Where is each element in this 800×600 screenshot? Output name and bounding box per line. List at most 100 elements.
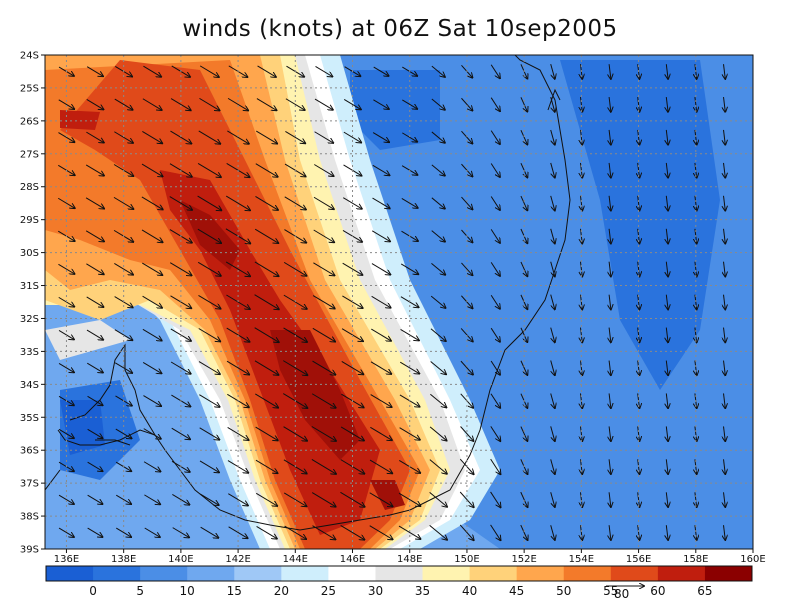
wind-vector xyxy=(86,131,103,142)
wind-vector xyxy=(254,360,278,375)
wind-vector xyxy=(141,196,163,210)
wind-vector xyxy=(580,426,582,441)
map-title: winds (knots) at 06Z Sat 10sep2005 xyxy=(182,16,618,42)
wind-vector xyxy=(490,524,501,540)
wind-vector xyxy=(520,360,527,375)
wind-vector xyxy=(172,494,189,504)
wind-vector xyxy=(724,64,726,79)
lon-label: 144E xyxy=(283,554,308,565)
lon-label: 140E xyxy=(168,554,193,565)
wind-vector xyxy=(399,361,419,373)
wind-vector xyxy=(371,230,390,242)
wind-vector xyxy=(311,492,335,507)
wind-vector xyxy=(314,164,333,176)
wind-vector xyxy=(431,262,445,274)
wind-vector xyxy=(228,493,248,506)
wind-vector xyxy=(313,229,334,242)
reference-vector-label: 80 xyxy=(614,587,629,600)
wind-vector xyxy=(550,195,555,211)
wind-vector xyxy=(342,262,363,275)
wind-vector xyxy=(724,195,726,211)
wind-vector xyxy=(142,328,162,340)
wind-vector xyxy=(724,492,726,507)
wind-vector xyxy=(197,195,222,210)
lon-label: 156E xyxy=(626,554,651,565)
wind-vector xyxy=(431,98,445,110)
colorbar-swatch xyxy=(422,566,471,581)
wind-vector xyxy=(373,99,388,109)
wind-vector xyxy=(370,361,391,374)
wind-vector xyxy=(254,327,279,342)
wind-vector xyxy=(311,459,336,473)
wind-vector xyxy=(341,360,364,374)
wind-vector xyxy=(490,163,500,177)
wind-vector xyxy=(550,426,555,441)
wind-vector xyxy=(580,327,582,343)
colorbar-label: 10 xyxy=(180,584,195,598)
wind-vector xyxy=(431,131,445,143)
wind-vector xyxy=(695,195,697,211)
wind-vector xyxy=(724,228,726,244)
wind-vector xyxy=(85,164,104,176)
wind-vector xyxy=(343,131,361,142)
wind-vector xyxy=(399,427,420,440)
wind-vector xyxy=(430,295,445,308)
wind-vector xyxy=(490,327,500,341)
colorbar-swatch xyxy=(234,566,282,581)
lon-label: 142E xyxy=(225,554,250,565)
wind-vector xyxy=(666,525,668,540)
wind-vector xyxy=(490,294,500,308)
wind-vector xyxy=(312,525,335,540)
wind-vector xyxy=(666,327,668,343)
wind-vector xyxy=(256,526,277,538)
wind-vector xyxy=(550,393,555,408)
wind-vector xyxy=(398,525,420,539)
wind-vector xyxy=(460,426,474,441)
wind-vector xyxy=(580,525,582,540)
wind-vector xyxy=(609,129,611,145)
wind-vector xyxy=(666,97,668,112)
wind-vector xyxy=(666,162,668,178)
wind-vector xyxy=(170,361,191,374)
wind-vector xyxy=(695,525,697,540)
wind-vector xyxy=(142,295,162,308)
wind-vector xyxy=(724,459,726,474)
wind-vector xyxy=(431,65,445,77)
wind-vector xyxy=(143,428,161,439)
wind-vector xyxy=(520,426,527,441)
colorbar-swatch xyxy=(328,566,376,581)
wind-vector xyxy=(197,261,221,276)
wind-vector xyxy=(580,360,582,376)
wind-vector xyxy=(169,262,191,276)
wind-vector xyxy=(87,395,103,405)
wind-vector xyxy=(609,360,611,376)
lon-label: 146E xyxy=(340,554,365,565)
wind-vector xyxy=(638,97,640,112)
latitude-labels: 24S 25S 26S 27S 28S 29S 30S 31S 32S 33S 34S 35S 36S 3… xyxy=(20,51,39,556)
wind-vector xyxy=(609,459,611,474)
colorbar-label: 5 xyxy=(136,584,144,598)
wind-vector xyxy=(666,426,668,441)
wind-vector xyxy=(609,525,611,540)
lat-label: 39S xyxy=(20,545,39,556)
wind-vector xyxy=(255,393,278,408)
wind-vector xyxy=(144,494,160,504)
lon-label: 136E xyxy=(54,554,79,565)
wind-vector xyxy=(609,64,611,79)
wind-vector xyxy=(198,294,220,308)
wind-vector xyxy=(695,261,697,277)
wind-vector xyxy=(724,327,726,343)
wind-vector xyxy=(284,525,307,539)
wind-vector xyxy=(490,97,500,111)
wind-vector xyxy=(282,360,307,375)
wind-vector xyxy=(609,162,611,178)
wind-vector xyxy=(58,132,74,143)
wind-vector xyxy=(550,64,555,79)
wind-vector xyxy=(550,162,555,178)
wind-vector xyxy=(86,263,103,274)
wind-vector xyxy=(609,426,611,441)
wind-vector xyxy=(87,494,103,504)
wind-vector xyxy=(520,261,527,276)
wind-vector xyxy=(313,196,334,209)
wind-vector xyxy=(550,492,555,507)
